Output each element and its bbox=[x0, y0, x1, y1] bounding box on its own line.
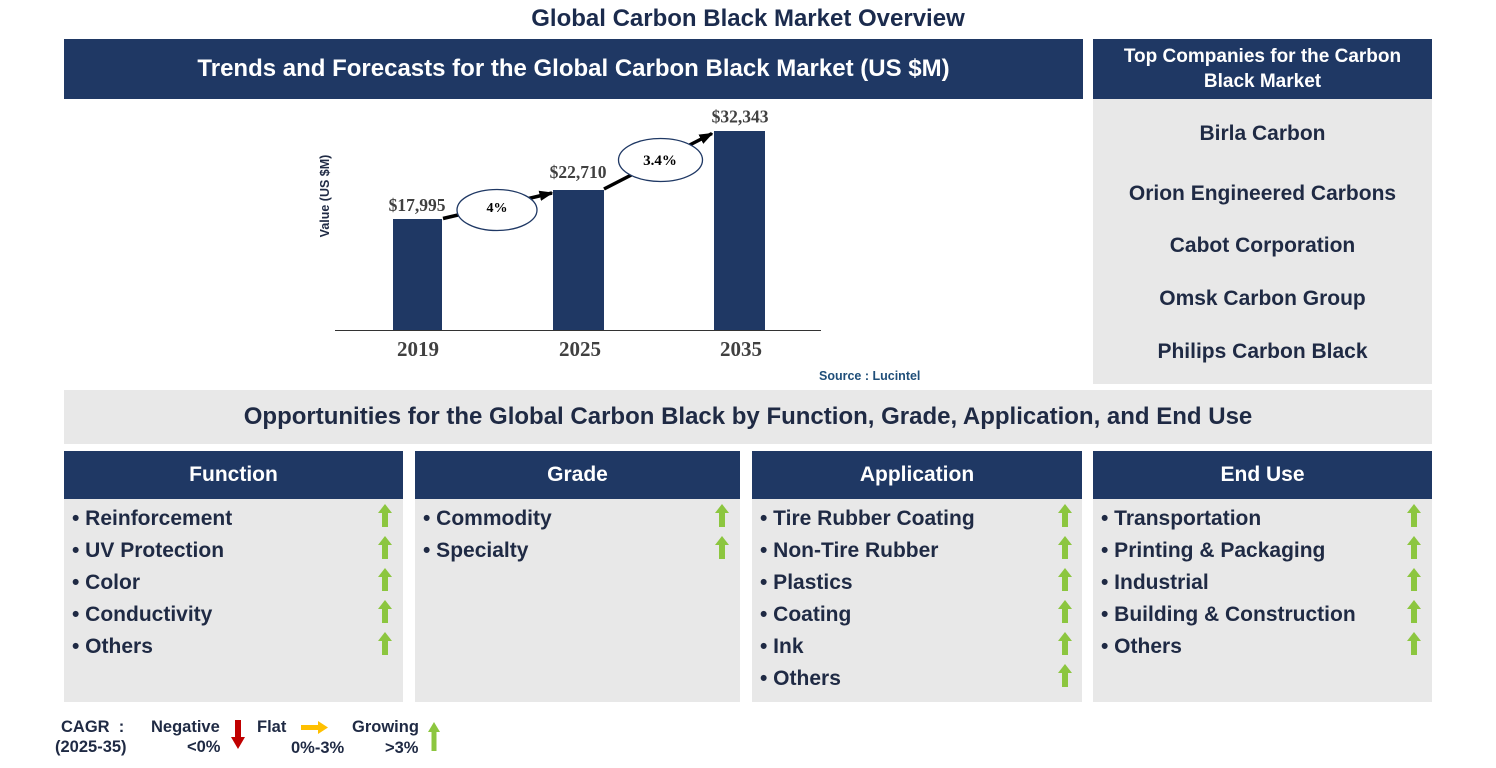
svg-text:$22,710: $22,710 bbox=[550, 162, 607, 182]
svg-text:2035: 2035 bbox=[720, 337, 762, 361]
svg-text:$32,343: $32,343 bbox=[712, 107, 769, 127]
svg-text:Value (US $M): Value (US $M) bbox=[318, 155, 332, 238]
svg-text:3.4%: 3.4% bbox=[643, 153, 677, 169]
svg-text:2019: 2019 bbox=[397, 337, 439, 361]
svg-text:$17,995: $17,995 bbox=[389, 195, 446, 215]
svg-text:2025: 2025 bbox=[559, 337, 601, 361]
svg-text:4%: 4% bbox=[487, 201, 508, 216]
